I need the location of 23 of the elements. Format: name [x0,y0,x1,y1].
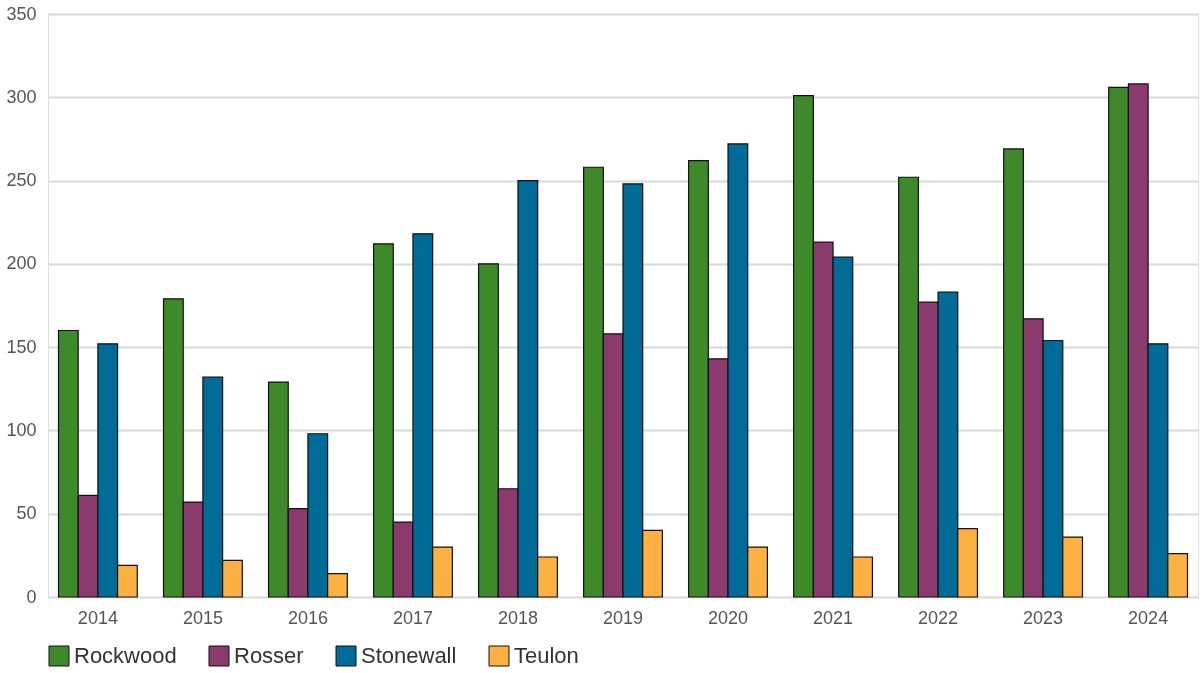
x-tick-label: 2019 [602,607,644,628]
y-tick-label: 350 [6,3,37,24]
x-tick-label: 2022 [918,607,959,628]
x-tick-label: 2020 [708,607,749,628]
x-tick-label: 2017 [392,607,433,628]
legend-label: Rosser [234,643,304,668]
y-tick-label: 250 [6,170,37,191]
y-tick-label: 150 [6,336,37,357]
y-tick-label: 100 [6,419,37,440]
x-tick-label: 2021 [813,607,854,628]
x-tick-label: 2024 [1128,607,1169,628]
legend-label: Stonewall [361,643,457,668]
y-tick-label: 200 [6,253,37,274]
x-tick-label: 2015 [182,607,223,628]
x-tick-label: 2023 [1023,607,1064,628]
y-tick-label: 300 [6,86,37,107]
y-tick-label: 50 [16,503,37,524]
y-tick-label: 0 [26,586,37,607]
legend-label: Rockwood [74,643,177,668]
x-tick-label: 2018 [497,607,538,628]
x-tick-label: 2014 [77,607,118,628]
x-tick-label: 2016 [287,607,328,628]
legend-label: Teulon [514,643,579,668]
